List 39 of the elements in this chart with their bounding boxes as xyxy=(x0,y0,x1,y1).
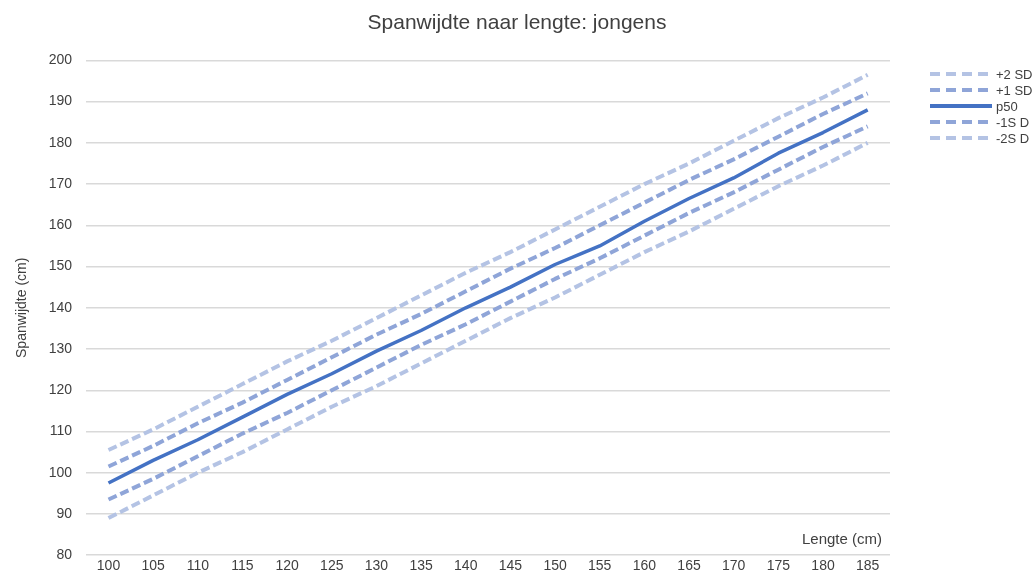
x-tick-label: 125 xyxy=(320,557,344,574)
x-tick-label: 175 xyxy=(766,557,791,574)
y-tick-label: 130 xyxy=(48,339,73,356)
y-tick-label: 150 xyxy=(48,257,73,274)
x-tick-label: 185 xyxy=(855,557,880,574)
y-tick-label: 90 xyxy=(56,504,73,521)
legend-label: -2S D xyxy=(996,130,1030,146)
x-tick-label: 155 xyxy=(588,557,612,574)
y-tick-label: 180 xyxy=(48,133,73,150)
x-tick-label: 135 xyxy=(409,557,433,574)
x-tick-label: 115 xyxy=(231,557,254,574)
legend-label: +1 SD xyxy=(996,82,1033,98)
y-tick-label: 120 xyxy=(48,381,73,398)
x-axis-title: Lengte (cm) xyxy=(801,529,882,547)
x-tick-label: 145 xyxy=(498,557,523,574)
y-tick-label: 170 xyxy=(48,174,73,191)
x-tick-label: 110 xyxy=(186,557,210,574)
x-tick-label: 100 xyxy=(96,557,121,574)
x-tick-label: 120 xyxy=(275,557,300,574)
x-tick-label: 130 xyxy=(364,557,389,574)
x-tick-label: 170 xyxy=(722,557,746,574)
y-tick-label: 160 xyxy=(48,216,73,233)
y-tick-label: 100 xyxy=(48,463,73,480)
chart-title: Spanwijdte naar lengte: jongens xyxy=(366,10,668,34)
legend-label: +2 SD xyxy=(996,66,1033,82)
y-tick-label: 110 xyxy=(49,422,73,439)
x-tick-label: 180 xyxy=(811,557,835,574)
y-tick-label: 190 xyxy=(48,92,73,109)
y-tick-label: 200 xyxy=(48,51,73,68)
x-tick-label: 150 xyxy=(543,557,567,574)
x-tick-label: 165 xyxy=(677,557,701,574)
y-tick-label: 140 xyxy=(48,298,73,315)
x-tick-label: 160 xyxy=(632,557,657,574)
legend-label: -1S D xyxy=(996,114,1030,130)
y-tick-label: 80 xyxy=(56,546,73,563)
x-tick-label: 140 xyxy=(454,557,478,574)
y-axis-title: Spanwijdte (cm) xyxy=(13,257,30,358)
x-tick-label: 105 xyxy=(141,557,166,574)
legend-label: p50 xyxy=(996,98,1018,114)
